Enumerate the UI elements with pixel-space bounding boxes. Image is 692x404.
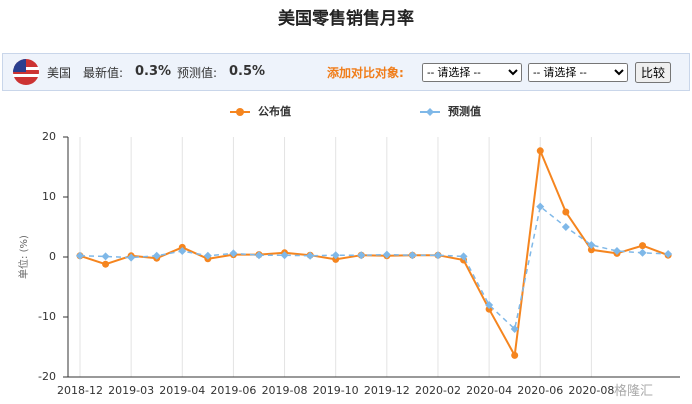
chart: 2018-12 2019-03 2019-04 2019-06 2019-08 2019-… — [17, 104, 680, 397]
x-tick-label: 2019-12 — [364, 384, 410, 397]
y-tick-label: -20 — [38, 370, 56, 383]
point — [357, 251, 366, 260]
point — [562, 208, 570, 216]
point — [587, 246, 595, 254]
point — [280, 251, 289, 260]
legend-marker — [236, 108, 244, 116]
compare-select[interactable]: -- 请选择 -- — [528, 63, 628, 82]
compare-select[interactable]: -- 请选择 -- — [422, 63, 522, 82]
point — [101, 252, 110, 261]
point — [127, 253, 136, 262]
info-bar: 美国 最新值: 0.3% 预测值: 0.5% 添加对比对象: -- 请选择 --… — [2, 53, 690, 91]
point — [433, 251, 442, 260]
forecast-label: 预测值: — [177, 66, 218, 80]
point — [510, 325, 519, 333]
x-tick-label: 2020-06 — [517, 384, 563, 397]
point — [561, 223, 570, 231]
point — [612, 247, 621, 255]
point — [306, 251, 315, 260]
point — [408, 251, 417, 260]
y-tick-label: -10 — [38, 310, 56, 323]
point — [639, 242, 647, 250]
x-tick-label: 2020-04 — [466, 384, 512, 397]
series-line — [79, 146, 669, 359]
chart-title: 美国零售销售月率 — [278, 9, 414, 29]
point — [203, 251, 212, 260]
point — [332, 255, 340, 263]
y-tick-label: 10 — [42, 190, 56, 203]
x-tick-label: 2018-12 — [57, 384, 103, 397]
point — [664, 250, 673, 258]
point — [178, 247, 187, 255]
point — [638, 248, 647, 257]
flag — [13, 59, 39, 85]
point — [587, 241, 596, 249]
point — [229, 249, 238, 258]
legend-marker — [426, 108, 434, 116]
point — [536, 147, 544, 155]
x-tick-label: 2019-04 — [159, 384, 205, 397]
latest-label: 最新值: — [83, 66, 124, 80]
y-tick-label: 20 — [42, 130, 56, 143]
series-line — [79, 205, 669, 331]
x-tick-label: 2019-08 — [262, 384, 308, 397]
compare-button[interactable]: 比较 — [635, 62, 672, 83]
watermark: 格隆汇 — [614, 384, 654, 399]
legend-label: 公布值 — [258, 104, 291, 118]
point — [511, 351, 519, 359]
x-tick-label: 2020-08 — [568, 384, 614, 397]
x-tick-label: 2020-02 — [415, 384, 461, 397]
country: 美国 — [47, 66, 72, 80]
point — [485, 301, 494, 309]
x-tick-label: 2019-10 — [313, 384, 359, 397]
point — [152, 251, 161, 260]
latest-value: 0.3% — [135, 64, 172, 79]
y-axis-label: 单位: (%) — [17, 235, 30, 279]
point — [254, 251, 263, 260]
point — [102, 260, 110, 268]
point — [331, 251, 340, 260]
point — [76, 251, 84, 260]
x-tick-label: 2019-03 — [108, 384, 154, 397]
forecast-value: 0.5% — [229, 64, 266, 79]
point — [459, 252, 468, 261]
point — [382, 250, 391, 259]
y-tick-label: 0 — [49, 250, 56, 263]
legend-label: 预测值 — [448, 104, 481, 118]
compare-label: 添加对比对象: — [327, 66, 404, 80]
point — [536, 202, 545, 211]
x-tick-label: 2019-06 — [210, 384, 256, 397]
